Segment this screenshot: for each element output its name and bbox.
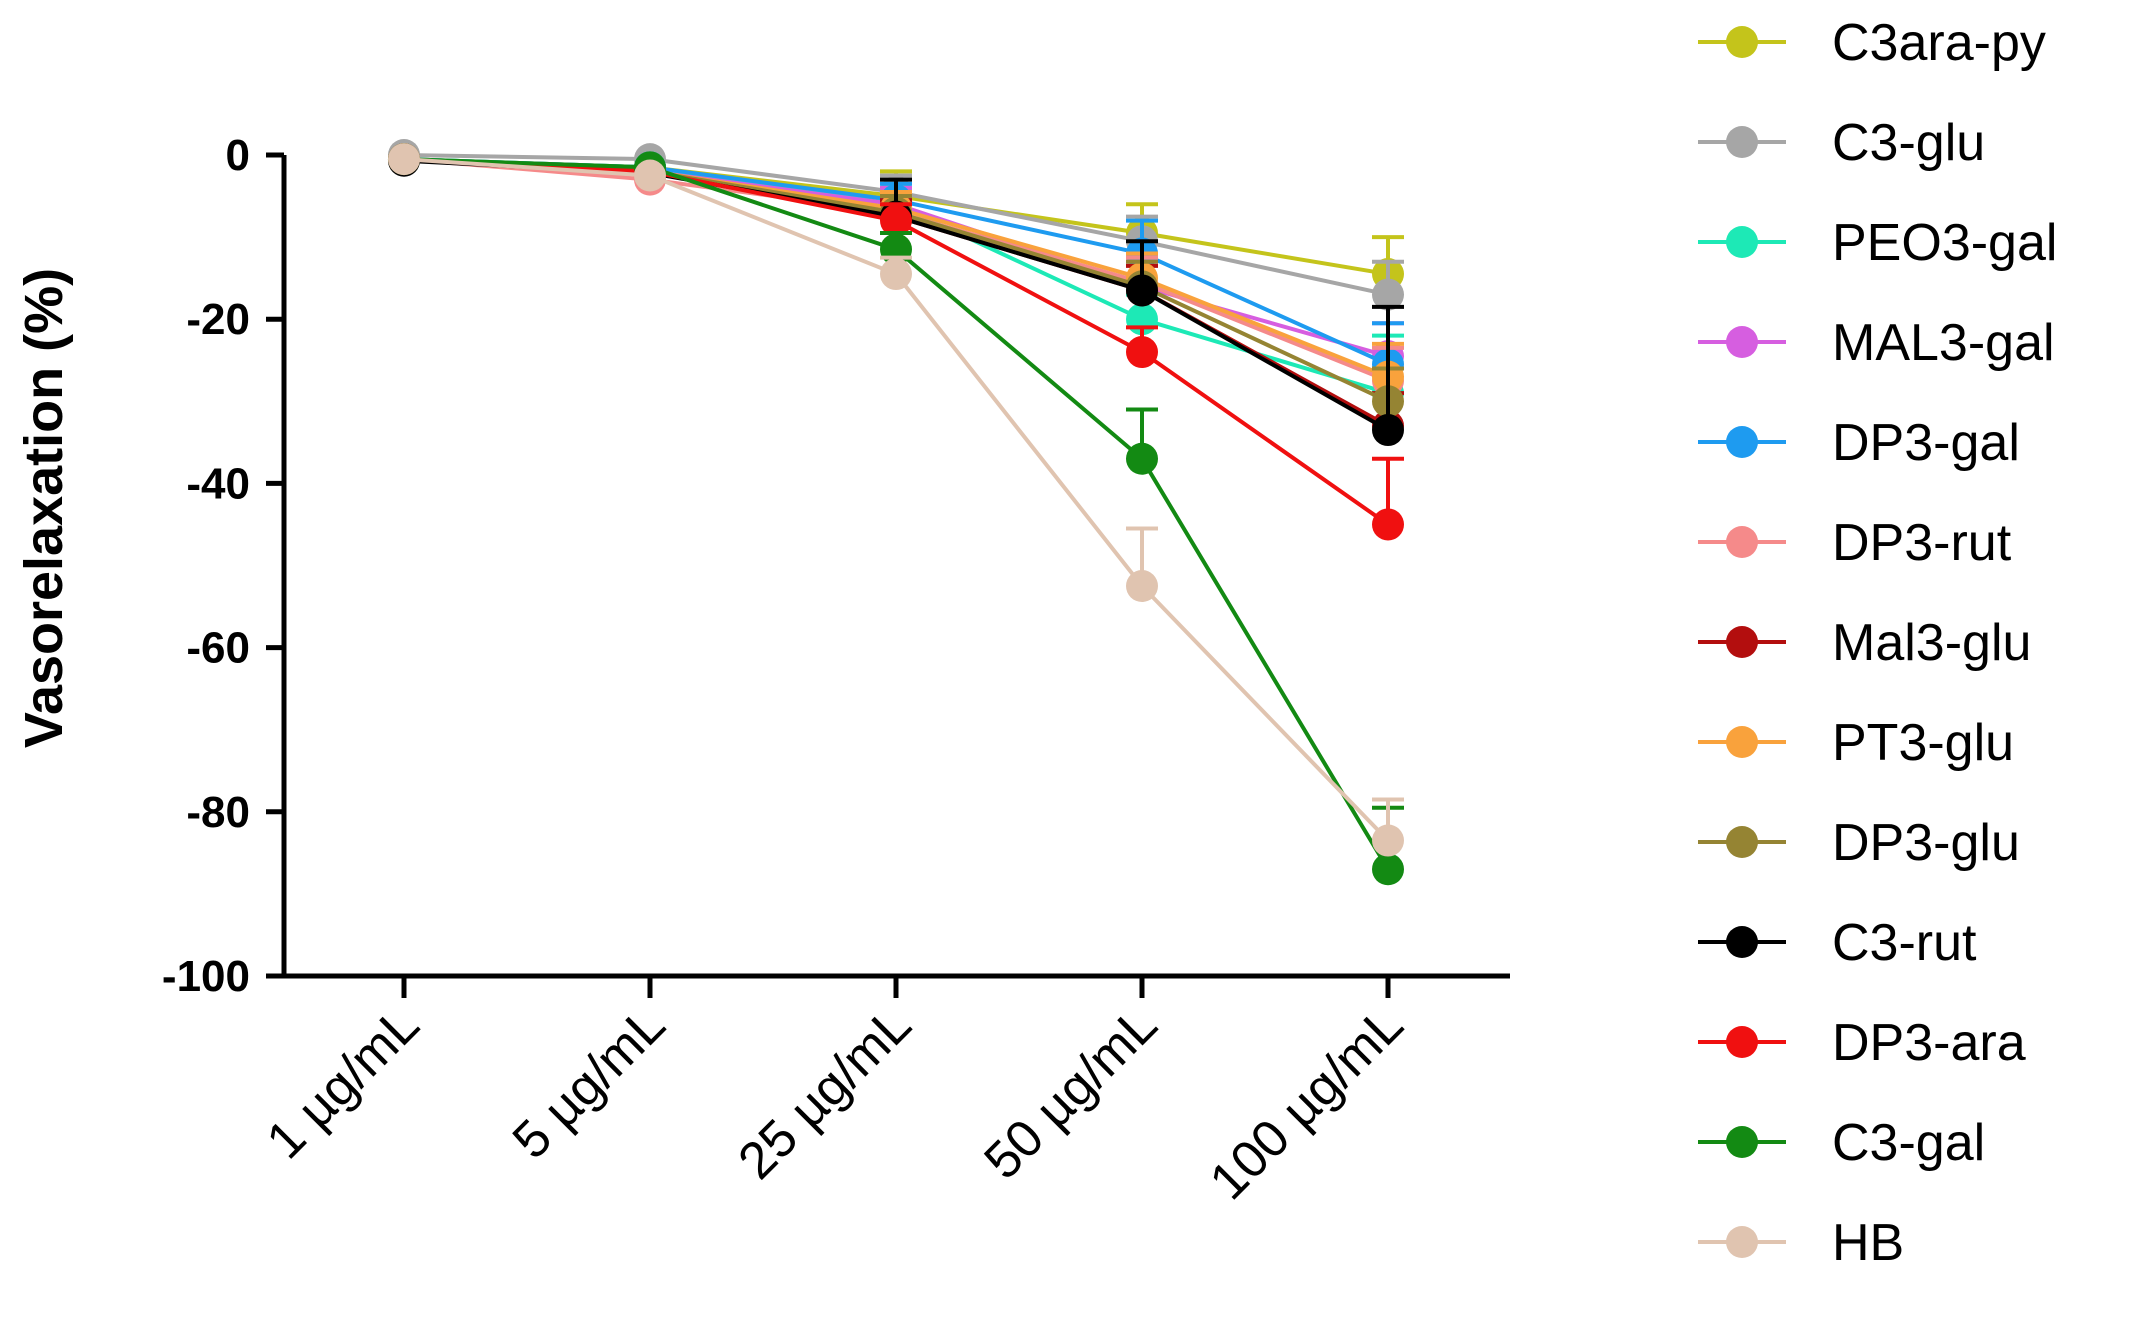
legend-item: PEO3-gal [1698,214,2057,272]
legend-marker [1726,1226,1758,1258]
data-point [1372,414,1404,447]
x-axis: 1 µg/mL 5 µg/mL 25 µg/mL 50 µg/mL 100 µg/mL [256,973,1510,1211]
data-point [388,143,420,176]
y-tick-label: -40 [186,459,250,508]
y-tick-label: -100 [162,952,250,1001]
data-point [1126,570,1158,603]
legend-marker [1726,526,1758,558]
legend-item: Mal3-glu [1698,614,2031,672]
legend-label: DP3-gal [1832,414,2020,472]
series-hb [388,143,1404,857]
y-tick-label: -60 [186,624,250,673]
legend-item: C3ara-py [1698,14,2046,72]
x-tick-label: 25 µg/mL [727,995,922,1190]
legend-item: C3-rut [1698,914,1977,972]
legend-item: DP3-gal [1698,414,2020,472]
series-group [388,139,1404,886]
data-point [1372,508,1404,541]
y-tick-label: -20 [186,295,250,344]
data-point [1126,274,1158,307]
data-point [1126,336,1158,369]
legend-item: DP3-ara [1698,1014,2026,1072]
series-c3-gal [388,143,1404,886]
legend-item: MAL3-gal [1698,314,2055,372]
data-point [1372,278,1404,311]
legend-label: DP3-glu [1832,814,2020,872]
legend-marker [1726,826,1758,858]
legend-label: DP3-ara [1832,1014,2026,1072]
legend-label: HB [1832,1214,1904,1272]
legend: C3ara-py C3-glu PEO3-gal MAL3-gal DP3-gal DP3… [1698,14,2057,1272]
legend-label: C3-gal [1832,1114,1985,1172]
legend-marker [1726,26,1758,58]
legend-marker [1726,126,1758,158]
data-point [880,258,912,291]
data-point [880,204,912,237]
legend-label: C3ara-py [1832,14,2046,72]
legend-item: C3-glu [1698,114,1985,172]
x-tick-label: 1 µg/mL [256,995,431,1170]
legend-item: DP3-glu [1698,814,2020,872]
y-tick-label: 0 [226,131,250,180]
legend-label: Mal3-glu [1832,614,2031,672]
legend-item: C3-gal [1698,1114,1985,1172]
legend-marker [1726,1026,1758,1058]
legend-label: C3-glu [1832,114,1985,172]
legend-marker [1726,1126,1758,1158]
x-tick-label: 100 µg/mL [1199,995,1415,1211]
y-axis: 0 -20 -40 -60 -80 -100 [162,131,287,1001]
legend-item: HB [1698,1214,1904,1272]
y-tick-label: -80 [186,788,250,837]
legend-label: DP3-rut [1832,514,2012,572]
legend-label: PEO3-gal [1832,214,2057,272]
legend-item: DP3-rut [1698,514,2012,572]
data-point [634,159,666,192]
data-point [1372,853,1404,886]
legend-marker [1726,426,1758,458]
y-axis-title: Vasorelaxation (%) [14,268,74,748]
x-tick-label: 5 µg/mL [502,995,677,1170]
legend-item: PT3-glu [1698,714,2014,772]
x-tick-label: 50 µg/mL [973,995,1168,1190]
data-point [1372,824,1404,857]
legend-label: PT3-glu [1832,714,2014,772]
legend-marker [1726,926,1758,958]
legend-marker [1726,626,1758,658]
legend-marker [1726,326,1758,358]
series-dp3-ara [388,143,1404,541]
legend-marker [1726,226,1758,258]
data-point [1126,442,1158,475]
legend-label: MAL3-gal [1832,314,2055,372]
series-c3-rut [388,144,1404,447]
legend-label: C3-rut [1832,914,1977,972]
legend-marker [1726,726,1758,758]
